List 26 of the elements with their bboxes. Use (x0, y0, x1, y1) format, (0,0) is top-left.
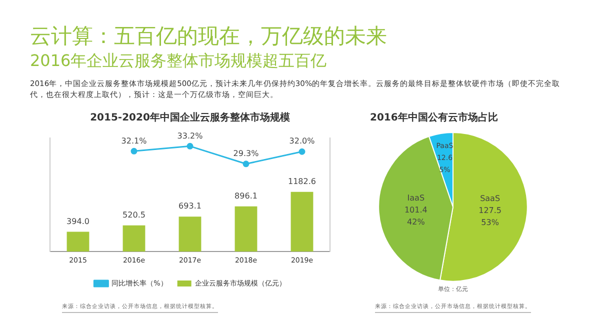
slice-label: IaaS (407, 194, 425, 203)
data-label: 33.2% (177, 131, 204, 140)
point (186, 142, 194, 150)
data-label: 1182.6 (288, 176, 316, 186)
text: 2016年企业云服务整体市场规模超五百亿 (30, 50, 328, 72)
data-label: 32.1% (121, 136, 148, 146)
data-label: 693.1 (178, 202, 202, 211)
bar (66, 232, 90, 252)
data-label: 127.5 53% (478, 206, 502, 228)
data-label: 29.3% (233, 148, 260, 158)
data-label: 32.0% (289, 136, 316, 146)
point (298, 148, 306, 155)
text: 云计算：五百亿的现在，万亿级的未来 (30, 23, 388, 50)
data-label: 101.4 42% (404, 206, 428, 227)
point (242, 160, 250, 168)
data-label: 896.1 (234, 191, 258, 200)
bar (234, 206, 258, 252)
chart-title: 2015-2020年中国企业云服务整体市场规模 (90, 112, 291, 124)
data-label: 394.0 (66, 216, 90, 226)
bar (290, 192, 314, 252)
slice-label: SaaS (480, 194, 500, 204)
data-label: 520.5 (122, 210, 146, 220)
point (130, 148, 138, 154)
chart-title: 2016年中国公有云市场占比 (370, 112, 498, 124)
bar (178, 216, 202, 252)
bar (122, 225, 146, 252)
